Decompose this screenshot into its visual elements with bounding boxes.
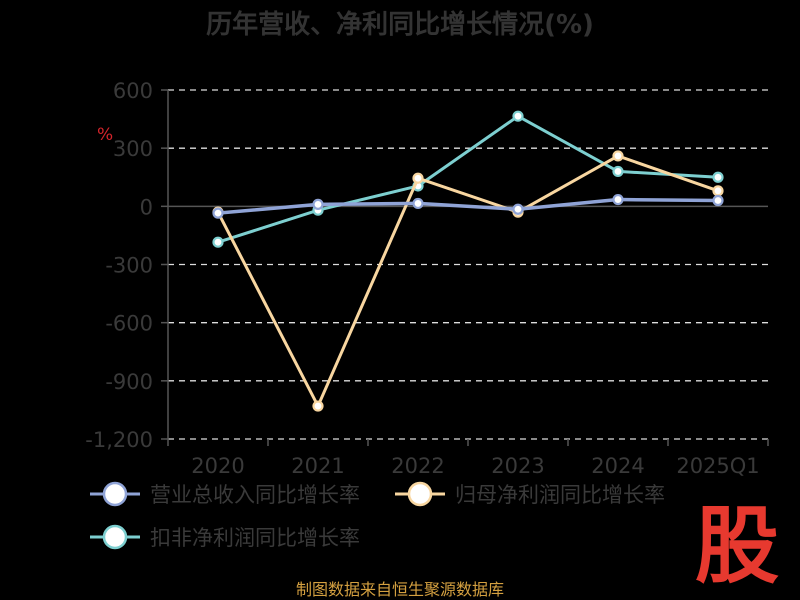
x-tick-label: 2023 [491, 454, 544, 478]
unit-mark: % [97, 125, 113, 145]
x-tick-label: 2022 [391, 454, 444, 478]
revenue-growth-point [212, 207, 224, 219]
y-tick-label: 300 [113, 137, 153, 161]
x-axis: 2020 2021 2022 2023 2024 2025Q1 [167, 439, 769, 478]
y-tick-label: -900 [105, 370, 153, 394]
x-tick-label: 2025Q1 [676, 454, 759, 478]
x-tick-label: 2020 [191, 454, 244, 478]
deducted-profit-growth-point [712, 171, 724, 183]
net-profit-growth-line [216, 154, 719, 408]
chart-title: 历年营收、净利同比增长情况(%) [206, 9, 594, 40]
source-note: 制图数据来自恒生聚源数据库 [296, 580, 504, 599]
net-profit-growth-point [712, 185, 724, 197]
revenue-growth-legend-label: 营业总收入同比增长率 [150, 483, 360, 507]
net-profit-growth-point [312, 400, 324, 412]
y-axis: 600 300 0 -300 -600 -900 -1,200 [85, 79, 169, 452]
revenue-growth-point [412, 197, 424, 210]
deducted-profit-growth-line [217, 114, 719, 244]
net-profit-growth-point [412, 172, 424, 184]
series [212, 110, 724, 412]
y-tick-label: -600 [105, 312, 153, 336]
revenue-growth-point [712, 194, 724, 207]
deducted-profit-growth-legend-label: 扣非净利润同比增长率 [150, 526, 360, 550]
y-tick-label: 600 [113, 79, 153, 103]
logo-mark: 股 [695, 497, 779, 595]
deducted-profit-growth-point [612, 165, 624, 178]
revenue-growth-point [312, 198, 324, 210]
x-tick-label: 2024 [591, 454, 644, 478]
revenue-growth-legend-marker [102, 481, 128, 507]
net-profit-growth-point [612, 150, 624, 162]
revenue-growth-line [217, 197, 719, 215]
deducted-profit-growth-legend-marker [102, 524, 128, 550]
deducted-profit-growth-point [512, 110, 524, 122]
y-tick-label: 0 [140, 195, 153, 219]
revenue-growth-point [612, 193, 624, 206]
net-profit-growth-legend-marker [407, 481, 433, 507]
x-tick-label: 2021 [291, 454, 344, 478]
y-tick-label: -300 [105, 254, 153, 278]
revenue-growth-point [512, 203, 524, 215]
net-profit-growth-legend-label: 归母净利润同比增长率 [455, 483, 665, 507]
y-tick-label: -1,200 [85, 428, 153, 452]
deducted-profit-growth-point [212, 236, 224, 248]
